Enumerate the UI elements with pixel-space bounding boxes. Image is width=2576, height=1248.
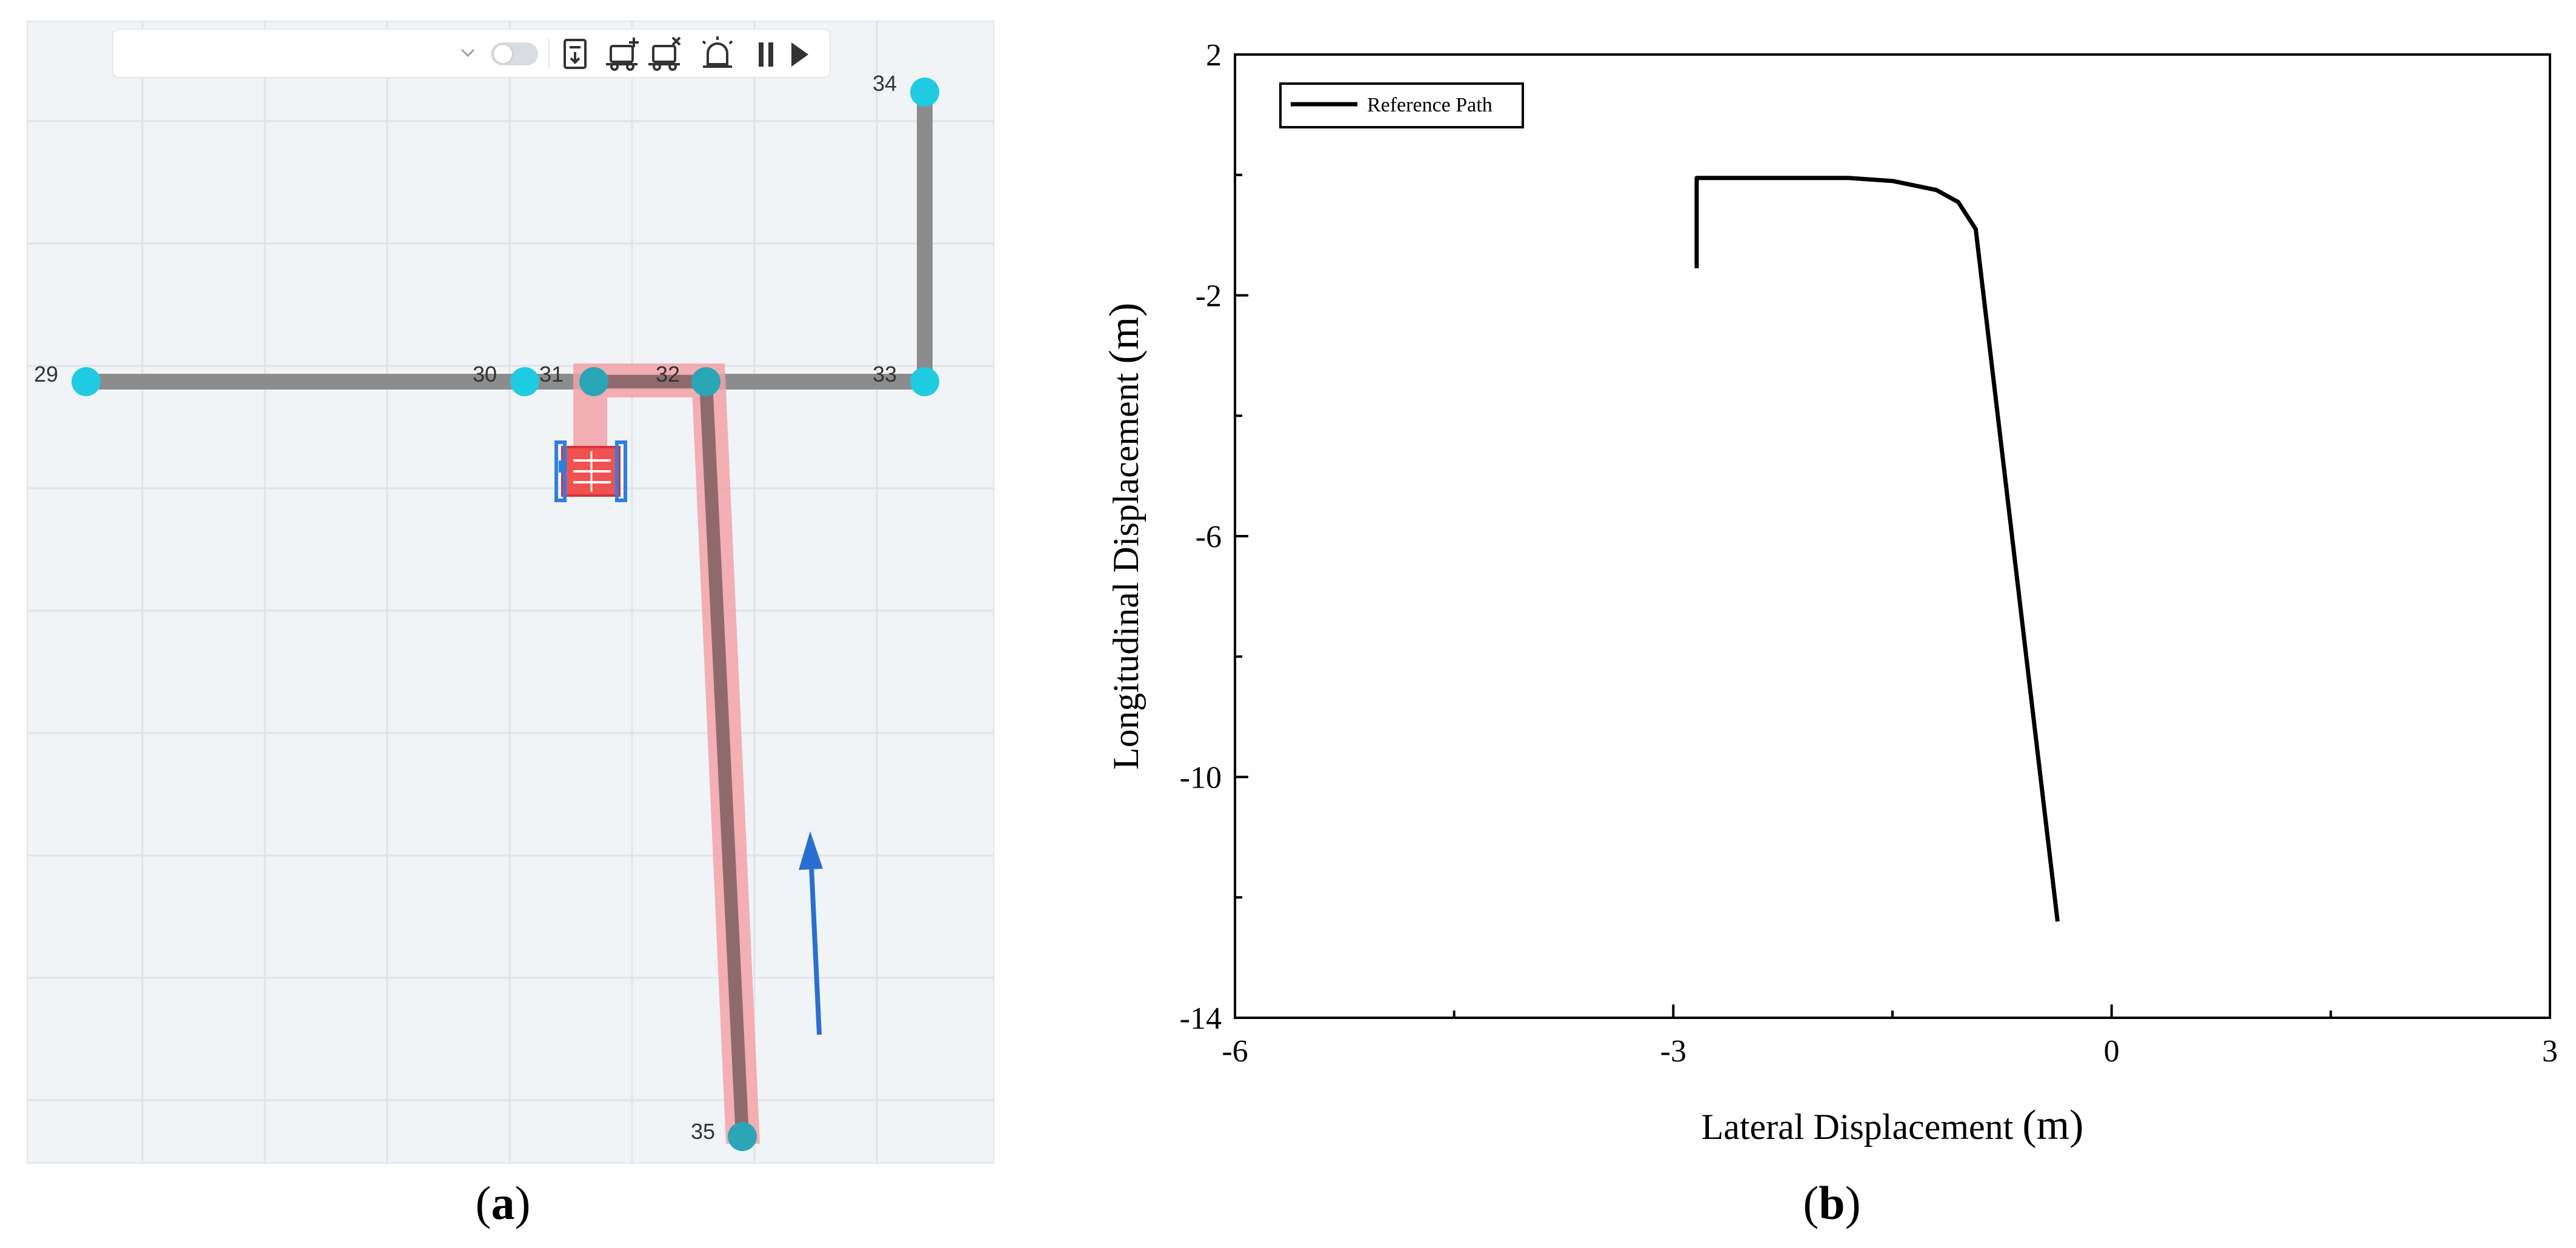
alarm-icon[interactable] [702,36,733,68]
vehicle[interactable] [554,440,627,502]
y-axis-label: Longitudinal Displacement (m) [1101,303,1148,770]
node-label-33: 33 [873,362,897,387]
toolbar-dropdown[interactable] [121,35,482,71]
toolbar [112,28,831,78]
x-tick-label: -6 [1222,1034,1248,1069]
vehicle-frame-left [554,440,567,502]
x-tick-label: -3 [1660,1034,1686,1069]
node-label-32: 32 [656,362,680,387]
node-35[interactable] [728,1122,757,1151]
play-icon[interactable] [791,42,808,67]
panel-a: 29 30 31 32 33 34 35 [0,0,1006,1248]
direction-arrow-icon [799,831,823,1035]
panel-a-caption: (a) [476,1177,531,1229]
vehicle-sensor [559,460,564,473]
node-32[interactable] [691,367,721,396]
y-tick-label: 2 [1206,38,1222,73]
x-tick-labels: -6 -3 0 3 [1222,1034,2558,1069]
toolbar-toggle[interactable] [491,42,538,65]
y-tick-label: -6 [1196,520,1222,554]
panel-b: -6 -3 0 3 -14 -10 -6 -2 2 Reference Path Latera… [1067,0,2576,1248]
axis-ticks [1234,53,2551,1019]
y-tick-label: -2 [1196,279,1222,314]
x-tick-label: 3 [2542,1034,2558,1069]
node-30[interactable] [510,367,539,396]
plot-frame [1234,53,2551,1019]
y-tick-label: -10 [1180,761,1222,795]
map-nodes [72,78,939,1151]
x-tick-label: 0 [2104,1034,2120,1069]
node-29[interactable] [72,367,101,396]
node-33[interactable] [910,367,939,396]
series-line-reference-path [1694,176,2060,922]
node-label-29: 29 [34,362,58,387]
node-label-34: 34 [873,71,897,96]
add-vehicle-icon[interactable] [606,38,639,71]
y-tick-label: -14 [1180,1001,1222,1036]
save-icon[interactable] [564,39,587,69]
node-31[interactable] [579,367,608,396]
chevron-down-icon[interactable] [461,48,475,58]
legend: Reference Path [1279,82,1524,128]
map-grid [27,21,994,1163]
remove-vehicle-icon[interactable] [648,36,681,71]
y-tick-labels: -14 -10 -6 -2 2 [1180,38,1222,1036]
panel-b-caption: (b) [1803,1177,1860,1229]
x-axis-label: Lateral Displacement (m) [1702,1102,2084,1149]
node-label-31: 31 [539,362,564,387]
vehicle-frame-right [615,440,627,502]
legend-label-reference-path: Reference Path [1367,94,1493,116]
pause-icon[interactable] [759,42,773,67]
node-label-30: 30 [473,362,497,387]
node-label-35: 35 [691,1119,715,1144]
node-34[interactable] [910,78,939,107]
chart-canvas: -6 -3 0 3 -14 -10 -6 -2 2 Reference Path Latera… [1101,38,2558,1229]
map-canvas: 29 30 31 32 33 34 35 [27,21,994,1229]
series-layer [1694,176,2060,922]
road-32-35 [699,381,749,1137]
road-network [86,92,933,390]
